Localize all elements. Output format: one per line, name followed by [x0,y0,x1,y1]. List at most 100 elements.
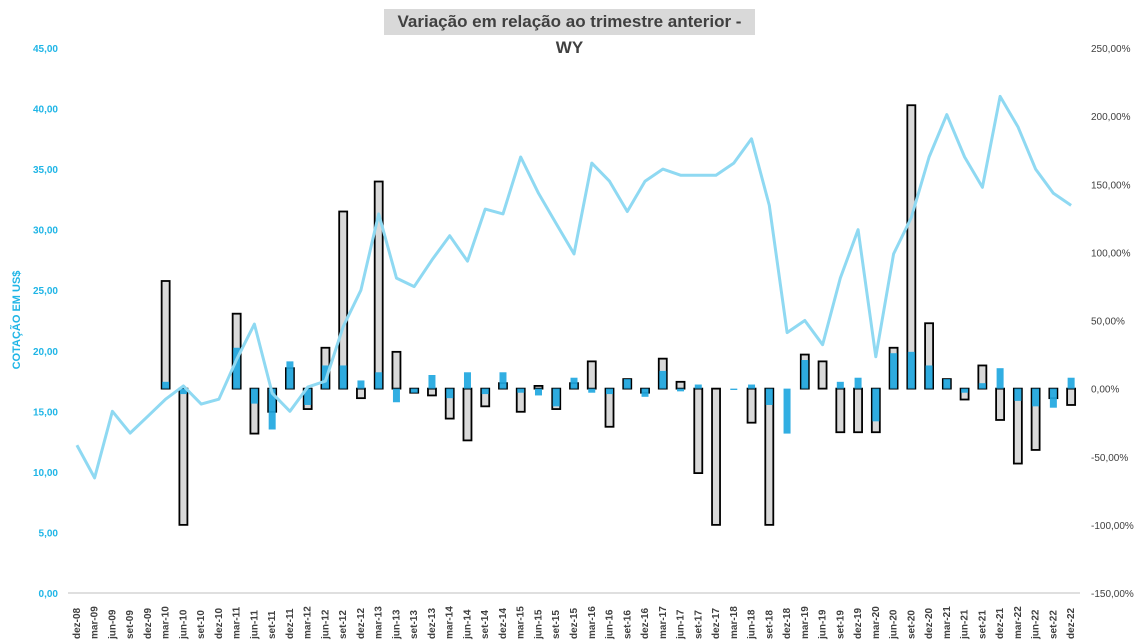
x-tick-label: mar-21 [942,606,953,639]
x-tick-label: set-21 [977,610,988,639]
x-tick-label: mar-22 [1013,606,1024,639]
x-tick-label: set-19 [835,610,846,639]
bar-gray [693,387,704,474]
bar-gray [853,387,863,434]
bar-blue [375,372,383,389]
x-tick-label: set-11 [267,610,278,639]
x-tick-label: dez-09 [143,607,154,639]
x-tick-label: set-17 [693,610,704,639]
x-tick-label: dez-16 [640,607,651,639]
x-tick-label: set-09 [125,610,136,639]
bar-blue [463,372,471,389]
bar-gray [764,387,775,526]
y-tick-label: 30,00 [33,226,58,237]
chart-title: Variação em relação ao trimestre anterio… [384,9,755,57]
bar-blue [233,347,241,389]
bar-gray [995,387,1006,421]
x-tick-label: set-22 [1048,610,1059,639]
bar-gray [835,387,846,434]
y2-tick-label: -50,00% [1091,453,1128,464]
bar-blue [748,384,756,389]
bar-blue [890,353,898,389]
y-tick-label: 40,00 [33,105,58,116]
x-tick-label: jun-17 [676,609,687,640]
x-tick-label: set-18 [764,610,775,639]
bar-blue [517,388,525,393]
bar-gray [178,387,189,526]
x-tick-label: set-10 [196,610,207,639]
price-line [75,94,1072,480]
bar-gray [746,387,757,424]
bar-blue [623,379,631,389]
bar-blue [925,365,933,389]
bar-blue [943,379,951,389]
bar-gray [533,384,544,390]
bar-gray [462,387,473,442]
x-tick-label: set-15 [551,610,562,639]
bar-blue [250,388,258,404]
x-tick-label: mar-15 [516,606,527,639]
x-tick-label: dez-13 [427,607,438,639]
x-tick-label: jun-21 [960,609,971,640]
bar-blue [179,388,187,395]
bar-gray [711,387,721,526]
y-axis-label: COTAÇÃO EM US$ [10,271,23,370]
bar-blue [641,388,649,397]
x-tick-label: mar-09 [90,606,101,639]
y-tick-label: 5,00 [39,528,59,539]
x-tick-label: dez-22 [1066,607,1077,639]
x-tick-label: dez-17 [711,607,722,639]
bar-blue [552,388,560,407]
bar-gray [427,387,437,397]
x-tick-label: set-14 [480,610,491,639]
y2-tick-label: 100,00% [1091,248,1131,259]
x-tick-label: jun-15 [533,609,544,640]
bar-blue [499,372,507,389]
x-tick-label: jun-11 [249,610,260,640]
bar-blue [357,380,365,389]
bar-blue [339,365,347,389]
bar-blue [996,368,1004,389]
x-tick-label: mar-16 [587,606,598,639]
bar-blue [286,361,294,389]
x-tick-label: dez-08 [72,607,83,639]
bar-blue [606,388,614,395]
x-tick-label: jun-10 [178,609,189,640]
bar-blue [428,375,436,389]
bar-blue [730,388,738,390]
x-tick-label: dez-20 [924,607,935,639]
x-tick-label: dez-12 [356,607,367,639]
x-tick-label: jun-16 [605,609,616,640]
bar-blue [1014,388,1022,401]
bar-gray [1066,387,1077,406]
x-tick-label: jun-14 [462,609,473,640]
bar-blue [907,351,915,389]
x-tick-label: mar-12 [303,606,314,639]
x-tick-label: set-12 [338,610,349,639]
bar-blue [268,388,276,430]
y2-tick-label: -150,00% [1091,589,1134,600]
x-tick-label: jun-09 [107,609,118,640]
bar-blue [534,388,542,396]
bar-blue [978,383,986,389]
bar-blue [694,384,702,389]
x-tick-label: jun-18 [747,609,758,640]
x-tick-label: set-16 [622,610,633,639]
y-tick-label: 10,00 [33,468,58,479]
x-tick-label: dez-10 [214,607,225,639]
y-tick-label: 35,00 [33,165,58,176]
y-tick-label: 15,00 [33,407,58,418]
x-tick-label: jun-12 [320,609,331,640]
y2-tick-label: -100,00% [1091,521,1134,532]
x-tick-label: dez-18 [782,607,793,639]
x-tick-label: jun-20 [889,609,900,640]
y-tick-label: 0,00 [39,589,59,600]
bar-blue [1049,388,1057,408]
x-tick-label: set-20 [906,610,917,639]
y-tick-label: 20,00 [33,347,58,358]
bar-gray [675,380,686,390]
x-tick-label: dez-11 [285,608,296,639]
bar-gray [906,104,917,390]
y2-tick-label: 200,00% [1091,112,1131,123]
